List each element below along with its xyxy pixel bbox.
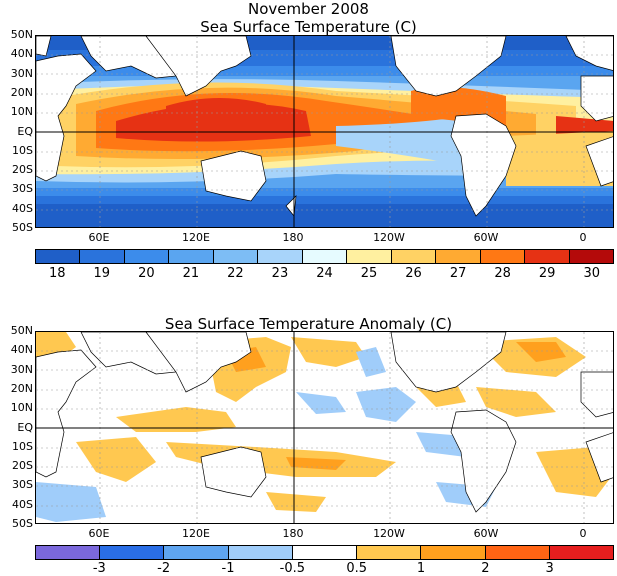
colorbar-cell	[292, 546, 358, 559]
colorbar-cell	[436, 250, 481, 263]
lon-label: 120W	[373, 231, 405, 244]
lat-label: 30N	[10, 362, 33, 376]
lon-label: 120W	[373, 527, 405, 540]
colorbar-cell	[169, 250, 214, 263]
colorbar-cell	[213, 250, 259, 263]
colorbar-cell	[569, 250, 614, 263]
lat-label: EQ	[17, 420, 33, 434]
lat-label: 40S	[12, 201, 33, 215]
lat-label: EQ	[17, 124, 33, 138]
lon-label: 60W	[473, 231, 499, 244]
colorbar-label: 3	[545, 561, 554, 576]
lat-label: 50N	[10, 324, 33, 337]
colorbar-cell	[485, 546, 550, 559]
colorbar-cell	[228, 546, 293, 559]
sst-map-graphic	[36, 36, 613, 227]
anomaly-map	[35, 331, 614, 524]
colorbar-label: 29	[538, 266, 556, 281]
lat-label: 30N	[10, 66, 33, 80]
lat-label: 50S	[12, 517, 33, 530]
colorbar-label: -2	[157, 561, 171, 576]
colorbar-cell	[36, 546, 101, 559]
lon-label: 120E	[182, 231, 210, 244]
lat-label: 20N	[10, 85, 33, 99]
colorbar-label: 19	[93, 266, 111, 281]
lat-label: 40S	[12, 497, 33, 511]
colorbar-cell	[80, 250, 125, 263]
colorbar-cell	[391, 250, 437, 263]
lat-label: 20S	[12, 163, 33, 177]
lon-label: 120E	[182, 527, 210, 540]
colorbar-cell	[36, 250, 81, 263]
colorbar-cell	[100, 546, 165, 559]
colorbar-cell	[357, 546, 422, 559]
lat-label: 20N	[10, 381, 33, 395]
lon-label: 60W	[473, 527, 499, 540]
colorbar-cell	[549, 546, 613, 559]
lon-label: 180	[282, 527, 304, 540]
colorbar-label: 2	[481, 561, 490, 576]
lat-label: 40N	[10, 47, 33, 61]
colorbar-label: 23	[271, 266, 289, 281]
lon-label: 0	[579, 231, 587, 244]
colorbar-cell	[124, 250, 170, 263]
lat-label: 20S	[12, 459, 33, 473]
lat-label: 50S	[12, 221, 33, 234]
colorbar-label: 26	[405, 266, 422, 281]
colorbar-cell	[164, 546, 229, 559]
lat-label: 30S	[12, 478, 33, 492]
colorbar-label: 25	[360, 266, 378, 281]
colorbar-label: 28	[494, 266, 511, 281]
anomaly-map-graphic	[36, 332, 613, 523]
colorbar-label: 24	[316, 266, 333, 281]
lat-label: 50N	[10, 28, 33, 41]
colorbar-label: 1	[416, 561, 426, 576]
colorbar-label: 18	[48, 266, 66, 281]
colorbar-cell	[421, 546, 486, 559]
colorbar-label: 21	[182, 266, 200, 281]
sst-map	[35, 35, 614, 228]
lon-label: 60E	[88, 231, 110, 244]
anomaly-panel-title: Sea Surface Temperature Anomaly (C)	[164, 315, 453, 333]
colorbar-label: 22	[227, 266, 244, 281]
colorbar-label: 27	[449, 266, 467, 281]
lon-label: 60E	[88, 527, 110, 540]
colorbar-cell	[302, 250, 348, 263]
lat-label: 30S	[12, 182, 33, 196]
anomaly-colorbar	[35, 545, 614, 560]
lon-label: 0	[579, 527, 587, 540]
lat-label: 10S	[12, 439, 33, 453]
sst-colorbar	[35, 249, 614, 264]
colorbar-cell	[258, 250, 303, 263]
colorbar-label: -1	[221, 561, 235, 576]
colorbar-cell	[480, 250, 526, 263]
colorbar-label: -3	[92, 561, 106, 576]
colorbar-label: 20	[138, 266, 155, 281]
lat-label: 10N	[10, 401, 33, 415]
lat-label: 10S	[12, 143, 33, 157]
lat-label: 10N	[10, 105, 33, 119]
colorbar-cell	[347, 250, 392, 263]
lat-label: 40N	[10, 343, 33, 357]
colorbar-label: -0.5	[279, 561, 306, 576]
main-title: November 2008	[248, 0, 369, 18]
lon-label: 180	[282, 231, 304, 244]
colorbar-label: 30	[583, 266, 600, 281]
colorbar-cell	[525, 250, 570, 263]
colorbar-label: 0.5	[346, 561, 367, 576]
sst-panel-title: Sea Surface Temperature (C)	[200, 18, 417, 36]
